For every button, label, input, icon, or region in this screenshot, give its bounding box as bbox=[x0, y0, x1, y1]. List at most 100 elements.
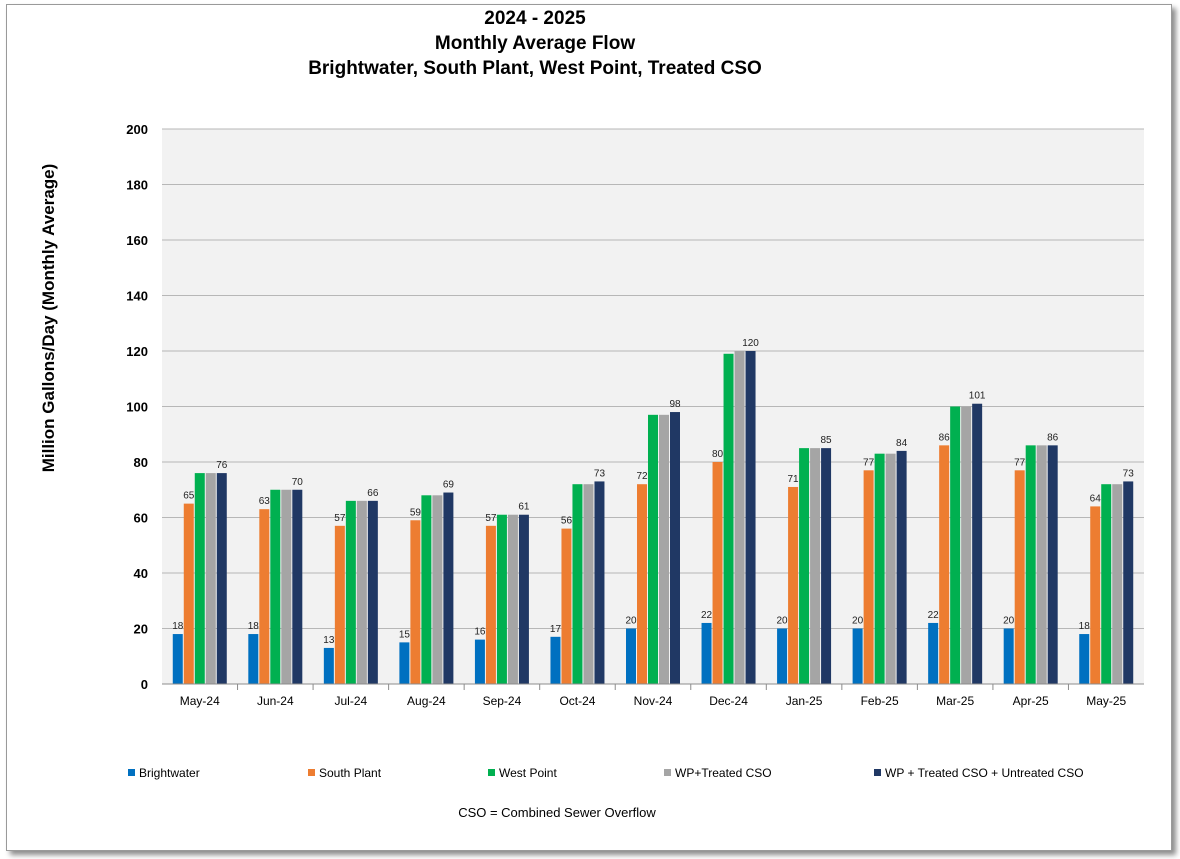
data-label: 13 bbox=[323, 635, 335, 646]
bar bbox=[670, 412, 680, 684]
y-tick-label: 0 bbox=[141, 677, 148, 692]
x-tick-label: Jun-24 bbox=[257, 694, 294, 708]
legend-swatch bbox=[874, 769, 881, 776]
y-tick-label: 160 bbox=[126, 233, 148, 248]
legend-swatch bbox=[128, 769, 135, 776]
x-tick-label: May-25 bbox=[1086, 694, 1126, 708]
data-label: 85 bbox=[821, 435, 833, 446]
bar bbox=[1112, 484, 1123, 684]
bar bbox=[637, 484, 647, 684]
data-label: 18 bbox=[248, 621, 260, 632]
data-label: 57 bbox=[485, 513, 497, 524]
bar bbox=[399, 642, 410, 684]
x-axis: May-24 Jun-24 Jul-24 Aug-24 Sep-24 Oct-24 Nov-… bbox=[162, 683, 1144, 708]
bar bbox=[248, 634, 259, 684]
bar bbox=[194, 473, 205, 684]
data-label: 73 bbox=[1123, 468, 1135, 479]
bar bbox=[852, 628, 863, 684]
bar bbox=[1101, 484, 1112, 684]
bar bbox=[518, 514, 529, 684]
bar bbox=[961, 406, 972, 684]
data-label: 20 bbox=[852, 616, 864, 627]
data-label: 72 bbox=[636, 471, 648, 482]
bar bbox=[356, 500, 367, 684]
data-label: 64 bbox=[1090, 493, 1102, 504]
x-tick-label: Dec-24 bbox=[709, 694, 748, 708]
bar bbox=[281, 489, 292, 684]
bar bbox=[496, 514, 507, 684]
y-axis-ticks: 0 20 40 60 80 100 120 140 160 180 200 bbox=[126, 122, 148, 692]
legend-swatch bbox=[308, 769, 315, 776]
x-tick-label: Aug-24 bbox=[407, 694, 446, 708]
bar bbox=[863, 470, 874, 684]
bar bbox=[648, 414, 658, 684]
x-tick-label: Mar-25 bbox=[936, 694, 974, 708]
bar bbox=[334, 525, 345, 684]
bar bbox=[950, 406, 961, 684]
chart-title: 2024 - 2025 Monthly Average Flow Brightw… bbox=[0, 6, 1070, 81]
bar bbox=[432, 495, 443, 684]
data-label: 63 bbox=[259, 496, 271, 507]
bar bbox=[1047, 445, 1058, 684]
x-tick-label: Apr-25 bbox=[1013, 694, 1049, 708]
data-label: 84 bbox=[896, 438, 908, 449]
y-tick-label: 40 bbox=[134, 566, 148, 581]
data-label: 56 bbox=[561, 516, 573, 527]
y-axis-label: Million Gallons/Day (Monthly Average) bbox=[39, 164, 58, 473]
bars bbox=[172, 351, 1134, 684]
bar bbox=[583, 484, 594, 684]
bar bbox=[1014, 470, 1025, 684]
bar bbox=[788, 486, 799, 684]
bar bbox=[1079, 634, 1090, 684]
bar bbox=[421, 495, 432, 684]
bar bbox=[216, 473, 227, 684]
bar bbox=[1025, 445, 1036, 684]
data-label: 16 bbox=[474, 627, 486, 638]
bar bbox=[259, 509, 270, 684]
x-tick-label: Jul-24 bbox=[335, 694, 368, 708]
bar bbox=[712, 462, 723, 684]
y-tick-label: 100 bbox=[126, 400, 148, 415]
bar bbox=[799, 448, 810, 684]
bar bbox=[701, 622, 712, 684]
bar bbox=[1090, 506, 1101, 684]
bar bbox=[928, 622, 939, 684]
data-label: 18 bbox=[172, 621, 184, 632]
data-label: 70 bbox=[292, 477, 304, 488]
bar bbox=[550, 636, 561, 684]
bar bbox=[183, 503, 194, 684]
y-tick-label: 80 bbox=[134, 455, 148, 470]
bar bbox=[270, 489, 281, 684]
bar bbox=[723, 353, 734, 684]
bar bbox=[485, 525, 496, 684]
data-label: 22 bbox=[928, 610, 940, 621]
data-label: 86 bbox=[939, 432, 951, 443]
legend-entry: Brightwater bbox=[139, 766, 200, 780]
bar bbox=[205, 473, 216, 684]
data-label: 61 bbox=[518, 502, 530, 513]
legend-entry: WP+Treated CSO bbox=[675, 766, 772, 780]
y-tick-label: 60 bbox=[134, 511, 148, 526]
x-tick-label: Oct-24 bbox=[559, 694, 595, 708]
legend: Brightwater South Plant West Point WP+Treat… bbox=[128, 766, 1084, 780]
y-tick-label: 120 bbox=[126, 344, 148, 359]
title-line-2: Monthly Average Flow bbox=[434, 33, 636, 54]
data-label: 17 bbox=[550, 624, 562, 635]
data-label: 76 bbox=[216, 460, 228, 471]
data-label: 101 bbox=[969, 391, 986, 402]
bar bbox=[874, 453, 885, 684]
data-label: 73 bbox=[594, 468, 606, 479]
data-label: 22 bbox=[701, 610, 713, 621]
bar bbox=[561, 528, 572, 684]
bar bbox=[659, 414, 669, 684]
legend-swatch bbox=[664, 769, 671, 776]
data-label: 77 bbox=[1014, 457, 1026, 468]
bar bbox=[572, 484, 583, 684]
bar bbox=[443, 492, 454, 684]
bar bbox=[777, 628, 788, 684]
legend-entry: WP + Treated CSO + Untreated CSO bbox=[885, 766, 1084, 780]
legend-entry: South Plant bbox=[319, 766, 382, 780]
legend-entry: West Point bbox=[499, 766, 557, 780]
x-tick-label: May-24 bbox=[180, 694, 220, 708]
